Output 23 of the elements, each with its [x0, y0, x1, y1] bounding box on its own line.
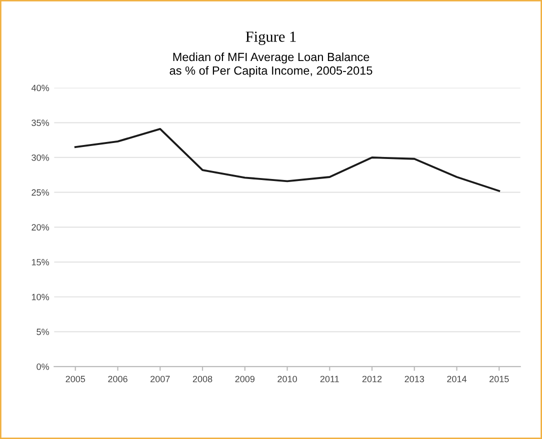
- chart-subtitle: Median of MFI Average Loan Balance as % of Per Capita Income, 2005-2015: [170, 52, 372, 78]
- y-tick-label: 0%: [36, 364, 50, 370]
- x-tick-label: 2005: [66, 376, 86, 382]
- chart-title: Figure 1: [246, 32, 296, 45]
- y-tick-label: 30%: [32, 154, 50, 161]
- line-series: [74, 128, 500, 192]
- x-tick-label: 2007: [150, 376, 170, 382]
- x-tick-label: 2011: [320, 376, 339, 382]
- x-tick-label: 2015: [490, 376, 509, 382]
- x-tick-label: 2010: [278, 376, 297, 382]
- x-tick-label: 2013: [404, 376, 424, 382]
- x-tick-label: 2008: [192, 376, 212, 382]
- y-tick-label: 25%: [32, 189, 50, 196]
- y-tick-label: 40%: [31, 84, 50, 92]
- x-tick-label: 2012: [362, 376, 382, 382]
- y-tick-label: 10%: [32, 294, 50, 300]
- y-tick-label: 5%: [36, 328, 50, 336]
- x-tick-label: 2009: [235, 376, 254, 382]
- x-tick-label: 2006: [108, 376, 128, 382]
- y-tick-label: 15%: [32, 259, 50, 266]
- y-tick-label: 35%: [32, 120, 50, 126]
- x-tick-label: 2014: [447, 376, 467, 382]
- y-tick-label: 20%: [32, 224, 50, 231]
